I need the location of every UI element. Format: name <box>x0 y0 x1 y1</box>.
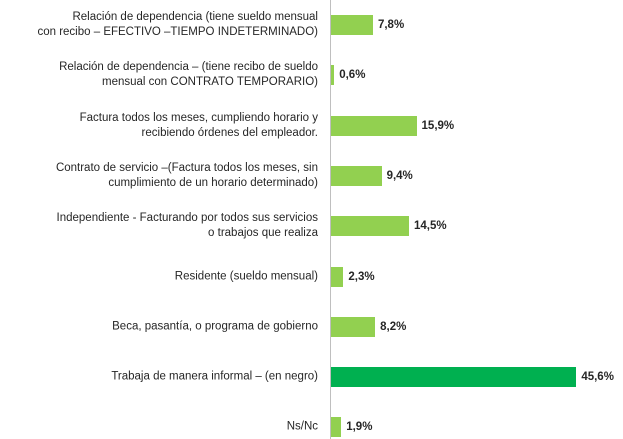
bar <box>331 417 342 438</box>
category-label: Residente (sueldo mensual) <box>174 270 318 282</box>
category-label: Contrato de servicio –(Factura todos los… <box>55 161 318 189</box>
value-label: 2,3% <box>348 270 375 283</box>
value-label: 8,2% <box>380 320 407 333</box>
bar <box>331 266 344 287</box>
category-label: Relación de dependencia – (tiene recibo … <box>59 61 318 89</box>
value-label: 15,9% <box>421 119 455 132</box>
category-label: Trabaja de manera informal – (en negro) <box>111 370 318 383</box>
bar <box>331 367 577 388</box>
bar <box>331 115 417 136</box>
value-label: 7,8% <box>377 19 405 31</box>
bar <box>331 216 409 237</box>
bar <box>331 65 335 86</box>
category-label: Beca, pasantía, o programa de gobierno <box>112 320 318 333</box>
category-label: Independiente - Facturando por todos sus… <box>56 212 318 240</box>
value-label: 14,5% <box>414 220 447 233</box>
axis-line <box>330 0 331 439</box>
category-label: Ns/Nc <box>286 420 318 433</box>
category-label: Factura todos los meses, cumpliendo hora… <box>79 111 318 139</box>
value-label: 0,6% <box>339 69 366 82</box>
bar <box>331 165 382 186</box>
value-label: 45,6% <box>581 371 614 384</box>
bar <box>331 316 376 337</box>
bar <box>331 15 373 35</box>
category-label: Relación de dependencia (tiene sueldo me… <box>37 11 318 38</box>
value-label: 1,9% <box>346 421 373 434</box>
value-label: 9,4% <box>386 169 413 182</box>
